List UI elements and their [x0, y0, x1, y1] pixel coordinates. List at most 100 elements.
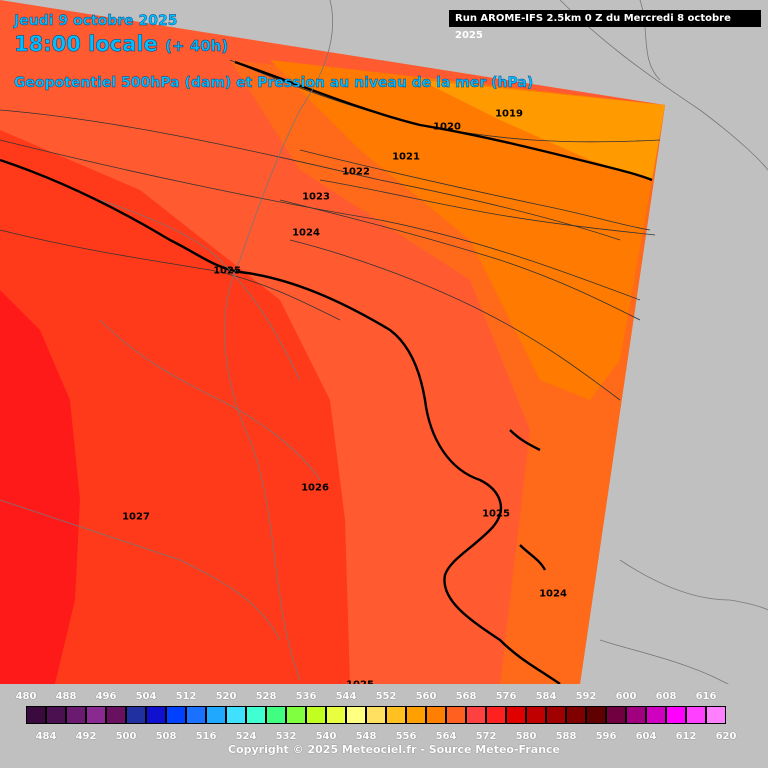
border-line: [0, 499, 281, 641]
legend-label-top: 584: [535, 691, 557, 702]
forecast-date: Jeudi 9 octobre 2025: [14, 13, 178, 29]
legend-swatch: [586, 706, 606, 724]
legend-swatch: [86, 706, 106, 724]
legend-swatch: [286, 706, 306, 724]
isobar-1025-segment: [509, 429, 541, 452]
legend-label-bottom: 524: [235, 731, 257, 742]
isobar-label: 1025: [213, 265, 241, 277]
map-subtitle: Geopotentiel 500hPa (dam) et Pression au…: [14, 75, 534, 91]
legend-swatch: [66, 706, 86, 724]
forecast-time-offset: (+ 40h): [165, 37, 229, 56]
legend-label-bottom: 580: [515, 731, 537, 742]
legend-swatch: [26, 706, 46, 724]
legend-swatch: [606, 706, 626, 724]
run-banner: Run AROME-IFS 2.5km 0 Z du Mercredi 8 oc…: [449, 10, 761, 41]
legend-swatch: [566, 706, 586, 724]
legend-swatch: [126, 706, 146, 724]
isobar-line: [0, 109, 621, 241]
legend-label-bottom: 540: [315, 731, 337, 742]
legend-swatch: [686, 706, 706, 724]
legend-label-top: 528: [255, 691, 277, 702]
legend-swatch: [706, 706, 726, 724]
legend-label-top: 488: [55, 691, 77, 702]
legend-swatch: [106, 706, 126, 724]
legend-swatch: [166, 706, 186, 724]
legend-swatch: [346, 706, 366, 724]
legend-swatch: [146, 706, 166, 724]
legend-label-bottom: 516: [195, 731, 217, 742]
zone-568: [0, 290, 80, 684]
isobar-line: [0, 139, 641, 301]
legend-label-bottom: 500: [115, 731, 137, 742]
border-line: [639, 0, 661, 81]
legend-label-bottom: 612: [675, 731, 697, 742]
legend-swatch: [446, 706, 466, 724]
legend-swatch: [526, 706, 546, 724]
legend-swatch: [406, 706, 426, 724]
isobar-label: 1019: [495, 108, 523, 120]
legend-swatch: [266, 706, 286, 724]
legend-label-top: 576: [495, 691, 517, 702]
legend-label-top: 608: [655, 691, 677, 702]
isobar-label: 1025: [482, 508, 510, 520]
legend-swatch: [206, 706, 226, 724]
isobar-line: [279, 199, 641, 321]
legend-label-bottom: 508: [155, 731, 177, 742]
legend-label-top: 504: [135, 691, 157, 702]
legend-label-bottom: 572: [475, 731, 497, 742]
legend-label-bottom: 620: [715, 731, 737, 742]
legend-label-bottom: 548: [355, 731, 377, 742]
legend-label-top: 568: [455, 691, 477, 702]
isobar-label: 1022: [342, 166, 370, 178]
legend-label-bottom: 492: [75, 731, 97, 742]
legend-swatch: [426, 706, 446, 724]
legend-bar: [0, 684, 768, 768]
legend-swatch: [186, 706, 206, 724]
legend-label-top: 560: [415, 691, 437, 702]
forecast-time-main: 18:00 locale: [14, 32, 158, 57]
legend-swatch: [226, 706, 246, 724]
legend-label-top: 600: [615, 691, 637, 702]
isobar-line: [319, 179, 656, 236]
isobar-label: 1026: [301, 482, 329, 494]
legend-label-top: 552: [375, 691, 397, 702]
legend-swatch: [246, 706, 266, 724]
isobar-label: 1027: [122, 511, 150, 523]
legend-swatch: [486, 706, 506, 724]
isobar-1020: [234, 60, 653, 182]
legend-label-top: 616: [695, 691, 717, 702]
isobar-thick-lines: [0, 60, 653, 685]
legend-label-top: 592: [575, 691, 597, 702]
border-line: [559, 0, 768, 171]
legend-label-top: 536: [295, 691, 317, 702]
legend-label-bottom: 596: [595, 731, 617, 742]
legend-swatch: [366, 706, 386, 724]
legend-label-top: 512: [175, 691, 197, 702]
isobar-line: [289, 239, 621, 401]
legend-swatch: [386, 706, 406, 724]
legend-swatch: [666, 706, 686, 724]
isobar-1025: [0, 158, 561, 685]
legend-label-bottom: 588: [555, 731, 577, 742]
legend-label-bottom: 564: [435, 731, 457, 742]
zone-588: [420, 80, 665, 180]
legend-label-top: 480: [15, 691, 37, 702]
legend-swatch: [506, 706, 526, 724]
isobar-line: [0, 229, 341, 321]
legend-label-bottom: 532: [275, 731, 297, 742]
border-line: [99, 199, 301, 381]
isobar-label: 1021: [392, 151, 420, 163]
isobar-label: 1023: [302, 191, 330, 203]
isobar-1025-segment: [519, 544, 547, 571]
border-line: [224, 0, 334, 681]
legend-swatch: [546, 706, 566, 724]
legend-swatch: [46, 706, 66, 724]
legend-label-top: 520: [215, 691, 237, 702]
isobar-label: 1020: [433, 121, 461, 133]
country-borders: [0, 0, 768, 701]
copyright-text: Copyright © 2025 Meteociel.fr - Source M…: [227, 743, 561, 756]
border-line: [99, 319, 321, 481]
legend-swatch: [306, 706, 326, 724]
